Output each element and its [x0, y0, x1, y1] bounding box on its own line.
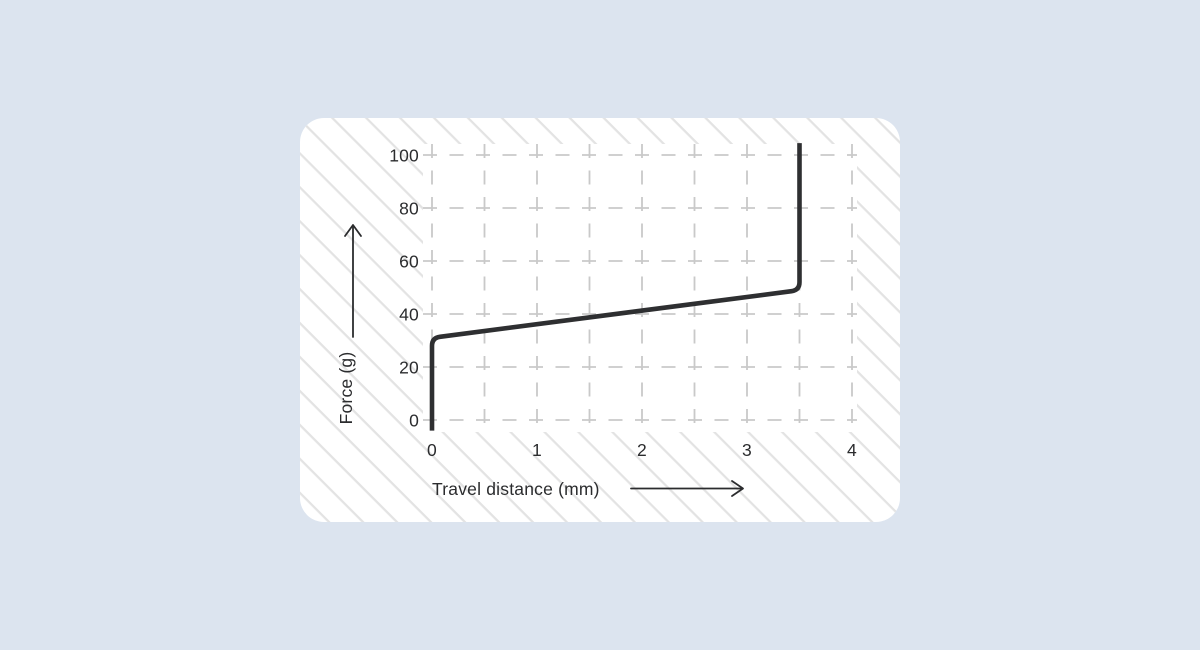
x-tick-label: 3 — [742, 440, 752, 460]
y-tick-label: 100 — [389, 146, 419, 166]
force-curve-line — [429, 143, 802, 431]
force-curve-chart: 0 20 40 60 80 100 0 1 2 3 4 Force (g) Travel dist… — [300, 118, 900, 522]
y-axis-label: Force (g) — [336, 352, 356, 425]
x-axis-tick-labels: 0 1 2 3 4 — [427, 440, 857, 460]
y-tick-label: 40 — [399, 305, 419, 325]
y-axis-tick-labels: 0 20 40 60 80 100 — [389, 146, 419, 431]
x-axis-label: Travel distance (mm) — [432, 479, 600, 499]
x-tick-label: 1 — [532, 440, 542, 460]
x-tick-label: 2 — [637, 440, 647, 460]
x-tick-label: 0 — [427, 440, 437, 460]
x-tick-label: 4 — [847, 440, 857, 460]
y-tick-label: 60 — [399, 252, 419, 272]
plot-area — [423, 144, 857, 432]
y-tick-label: 80 — [399, 199, 419, 219]
y-tick-label: 0 — [409, 411, 419, 431]
y-axis-arrow-icon — [344, 224, 362, 338]
chart-card: 0 20 40 60 80 100 0 1 2 3 4 Force (g) Travel dist… — [300, 118, 900, 522]
grid-lines — [423, 144, 857, 432]
y-tick-label: 20 — [399, 358, 419, 378]
x-axis-arrow-icon — [630, 480, 744, 497]
